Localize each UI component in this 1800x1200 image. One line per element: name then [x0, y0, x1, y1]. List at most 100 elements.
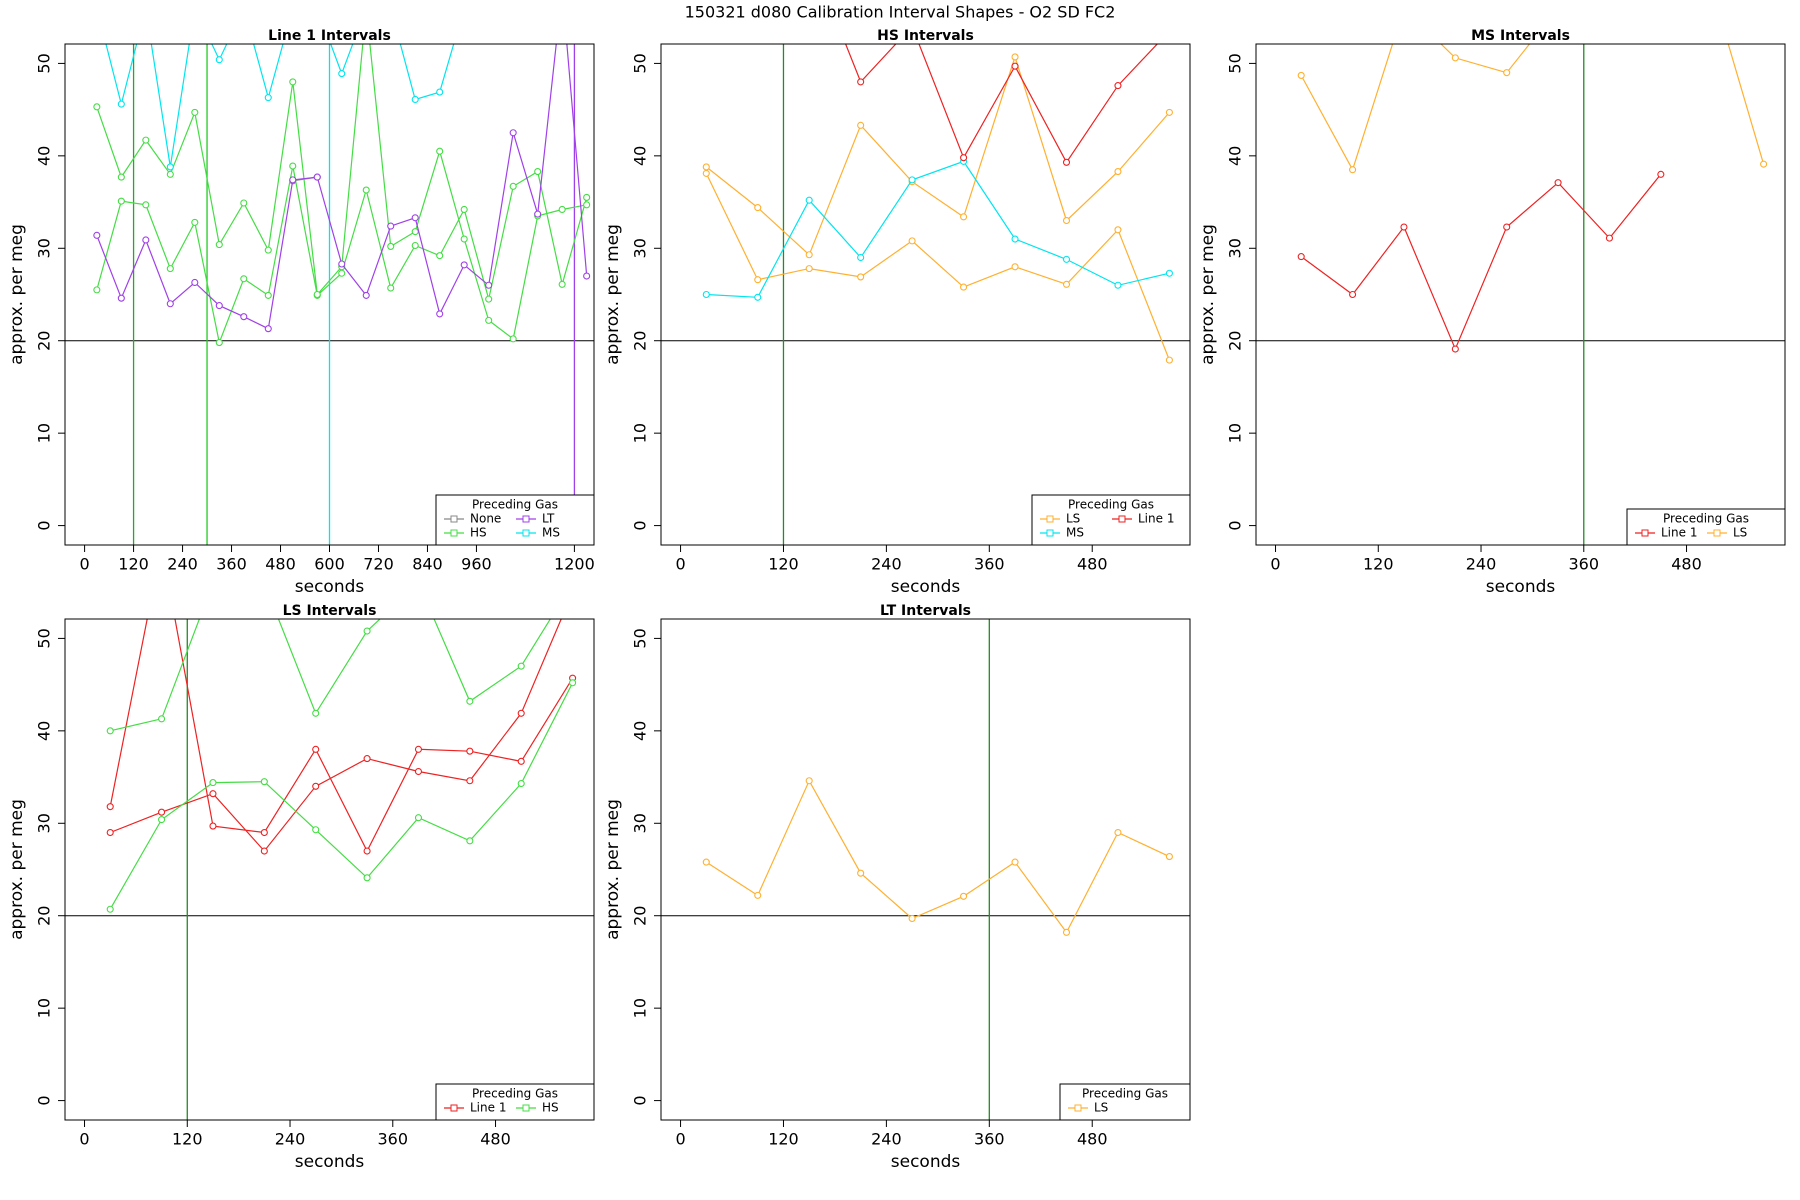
data-point [1062, 158, 1071, 166]
data-point [191, 278, 199, 287]
y-tick-label: 30 [1226, 238, 1245, 258]
plot-area [661, 44, 1190, 545]
data-point [264, 94, 272, 102]
data-point [209, 822, 217, 830]
y-tick-label: 10 [631, 998, 650, 1018]
x-tick-label: 360 [1569, 555, 1600, 574]
data-point [805, 777, 813, 785]
data-point [387, 222, 395, 230]
y-tick-label: 50 [35, 628, 54, 648]
data-point [158, 808, 166, 816]
data-point [411, 95, 419, 104]
panel-title: MS Intervals [1471, 28, 1570, 44]
data-point [1165, 853, 1173, 861]
data-point [411, 214, 419, 222]
data-point [363, 755, 371, 763]
data-point [117, 173, 125, 181]
data-point [702, 163, 710, 171]
data-point [313, 173, 321, 181]
y-tick-label: 0 [35, 1095, 54, 1105]
data-point [1503, 69, 1511, 77]
x-tick-label: 120 [172, 1130, 203, 1149]
data-point [485, 295, 493, 303]
data-point [414, 814, 423, 822]
legend-box [1031, 494, 1191, 546]
legend-label: Line 1 [1138, 512, 1174, 526]
data-point [509, 129, 517, 137]
data-point [313, 290, 321, 299]
plot-area [65, 44, 594, 545]
data-point [1011, 858, 1019, 866]
data-point [414, 745, 423, 753]
y-tick-label: 20 [631, 906, 650, 926]
data-point [215, 241, 223, 249]
data-point [1011, 53, 1019, 61]
data-point [1062, 255, 1071, 263]
legend-label: MS [1066, 526, 1084, 540]
data-point [1114, 226, 1122, 234]
legend-symbol [522, 1104, 530, 1112]
x-tick-label: 720 [363, 555, 394, 574]
data-point [485, 316, 493, 324]
data-point [411, 228, 419, 236]
legend-symbol [1046, 515, 1054, 523]
y-tick-label: 30 [35, 238, 54, 258]
data-point [908, 176, 916, 184]
data-point [106, 727, 114, 735]
data-point [466, 697, 474, 705]
data-point [158, 715, 166, 723]
panel-title: HS Intervals [877, 28, 974, 44]
data-point [260, 778, 268, 786]
data-point [312, 709, 320, 717]
data-point [466, 747, 474, 755]
panel: Line 1 Intervals seconds approx. per meg 0 1… [7, 28, 595, 597]
y-tick-label: 10 [35, 423, 54, 443]
legend-box [1626, 508, 1786, 546]
legend-symbol [522, 515, 530, 523]
data-point [960, 154, 968, 162]
series-line [1300, 173, 1662, 351]
data-point [1011, 62, 1019, 70]
data-point [166, 170, 174, 178]
x-tick-label: 240 [275, 1130, 306, 1149]
data-point [485, 281, 493, 289]
data-point [517, 709, 525, 717]
data-point [517, 757, 525, 765]
legend-label: HS [542, 1101, 559, 1115]
data-point [1165, 356, 1173, 364]
data-point [1760, 160, 1768, 168]
data-point [960, 283, 968, 291]
legend-label: None [470, 512, 501, 526]
panel: LS Intervals seconds approx. per meg 0 120 24… [7, 603, 595, 1172]
x-axis-label: seconds [295, 1152, 365, 1172]
x-tick-label: 0 [1270, 555, 1280, 574]
data-point [215, 56, 223, 64]
data-point [387, 284, 395, 292]
panel-title: LT Intervals [880, 603, 971, 619]
data-point [264, 291, 272, 299]
data-point [362, 291, 370, 299]
y-tick-label: 30 [631, 813, 650, 833]
series-line [705, 779, 1170, 934]
y-tick-label: 20 [631, 331, 650, 351]
data-point [509, 182, 517, 190]
x-tick-label: 0 [675, 555, 685, 574]
series-line [109, 619, 574, 853]
data-point [264, 325, 272, 333]
data-point [754, 276, 762, 284]
plot-area [1256, 44, 1785, 545]
data-point [1114, 82, 1122, 90]
data-point [1349, 290, 1357, 299]
data-point [754, 204, 762, 212]
x-axis-label: seconds [295, 577, 365, 597]
data-point [106, 905, 114, 913]
y-tick-label: 10 [35, 998, 54, 1018]
data-point [312, 745, 320, 753]
x-tick-label: 360 [974, 555, 1005, 574]
data-point [805, 265, 813, 273]
data-point [414, 767, 423, 776]
y-tick-label: 0 [631, 1095, 650, 1105]
